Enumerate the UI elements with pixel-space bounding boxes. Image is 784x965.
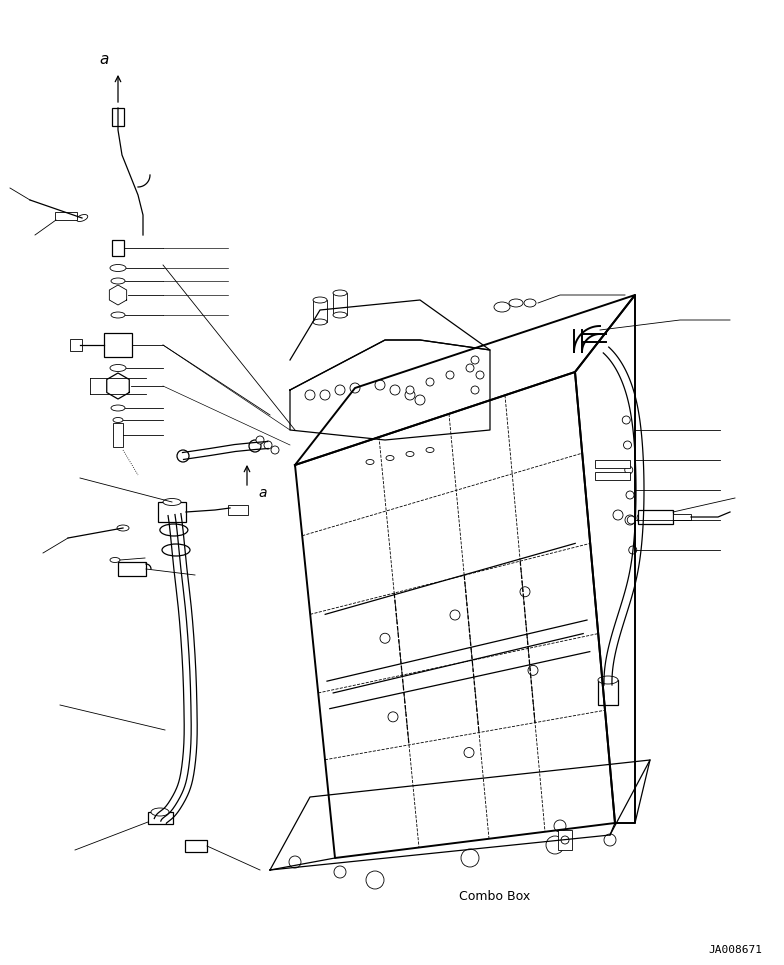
Circle shape: [334, 866, 346, 878]
Circle shape: [335, 385, 345, 395]
Ellipse shape: [366, 459, 374, 464]
Text: a: a: [100, 52, 109, 68]
Ellipse shape: [110, 264, 126, 271]
Circle shape: [637, 513, 647, 523]
Bar: [638, 510, 673, 524]
Ellipse shape: [110, 365, 126, 372]
Circle shape: [464, 748, 474, 758]
Circle shape: [177, 450, 189, 462]
Circle shape: [461, 849, 479, 867]
Ellipse shape: [110, 558, 120, 563]
Circle shape: [415, 395, 425, 405]
Ellipse shape: [160, 524, 188, 536]
Circle shape: [350, 383, 360, 393]
Circle shape: [625, 515, 635, 525]
Circle shape: [625, 466, 633, 474]
Circle shape: [554, 820, 566, 832]
Circle shape: [249, 440, 261, 452]
Circle shape: [375, 380, 385, 390]
Ellipse shape: [151, 808, 169, 816]
Circle shape: [613, 510, 623, 520]
Ellipse shape: [111, 405, 125, 411]
Bar: [55, 212, 77, 220]
Circle shape: [366, 871, 384, 889]
Circle shape: [320, 390, 330, 400]
Text: Combo Box: Combo Box: [459, 891, 531, 903]
Circle shape: [476, 371, 484, 379]
Bar: [104, 333, 132, 357]
Circle shape: [426, 378, 434, 386]
Circle shape: [450, 610, 460, 620]
Circle shape: [626, 491, 634, 499]
Circle shape: [390, 385, 400, 395]
Circle shape: [466, 364, 474, 372]
Ellipse shape: [111, 278, 125, 284]
Circle shape: [629, 546, 637, 554]
Circle shape: [264, 441, 272, 449]
Circle shape: [471, 386, 479, 394]
Circle shape: [406, 386, 414, 394]
Circle shape: [256, 436, 264, 444]
Circle shape: [528, 665, 538, 676]
Ellipse shape: [313, 319, 327, 325]
Ellipse shape: [406, 452, 414, 456]
Circle shape: [446, 371, 454, 379]
Bar: [558, 830, 572, 850]
Bar: [185, 840, 207, 852]
Circle shape: [622, 416, 630, 424]
Ellipse shape: [76, 214, 88, 222]
Bar: [148, 812, 173, 824]
Circle shape: [561, 836, 569, 844]
Ellipse shape: [598, 676, 618, 684]
Bar: [113, 423, 123, 447]
Bar: [228, 505, 248, 515]
Bar: [595, 472, 630, 480]
Bar: [598, 680, 618, 705]
Circle shape: [623, 441, 631, 449]
Text: JA008671: JA008671: [708, 945, 762, 955]
Circle shape: [380, 633, 390, 644]
Circle shape: [388, 712, 398, 722]
Bar: [70, 339, 82, 351]
Ellipse shape: [524, 299, 536, 307]
Bar: [313, 300, 327, 322]
Ellipse shape: [162, 544, 190, 556]
Circle shape: [289, 856, 301, 868]
Ellipse shape: [111, 312, 125, 318]
Bar: [112, 240, 124, 256]
Ellipse shape: [113, 418, 123, 423]
Ellipse shape: [509, 299, 523, 307]
Bar: [595, 460, 630, 468]
Bar: [158, 502, 186, 522]
Ellipse shape: [333, 290, 347, 296]
Circle shape: [305, 390, 315, 400]
Circle shape: [271, 446, 279, 454]
Circle shape: [627, 516, 635, 524]
Ellipse shape: [386, 455, 394, 460]
Circle shape: [520, 587, 530, 596]
Ellipse shape: [163, 499, 181, 506]
Circle shape: [471, 356, 479, 364]
Ellipse shape: [313, 297, 327, 303]
Ellipse shape: [117, 525, 129, 531]
Ellipse shape: [494, 302, 510, 312]
Circle shape: [604, 834, 616, 846]
Bar: [118, 562, 146, 576]
Bar: [333, 293, 347, 315]
Ellipse shape: [333, 312, 347, 318]
Ellipse shape: [426, 448, 434, 453]
Bar: [112, 108, 124, 126]
Circle shape: [405, 390, 415, 400]
Text: a: a: [258, 486, 267, 500]
Circle shape: [546, 836, 564, 854]
Bar: [673, 514, 691, 520]
